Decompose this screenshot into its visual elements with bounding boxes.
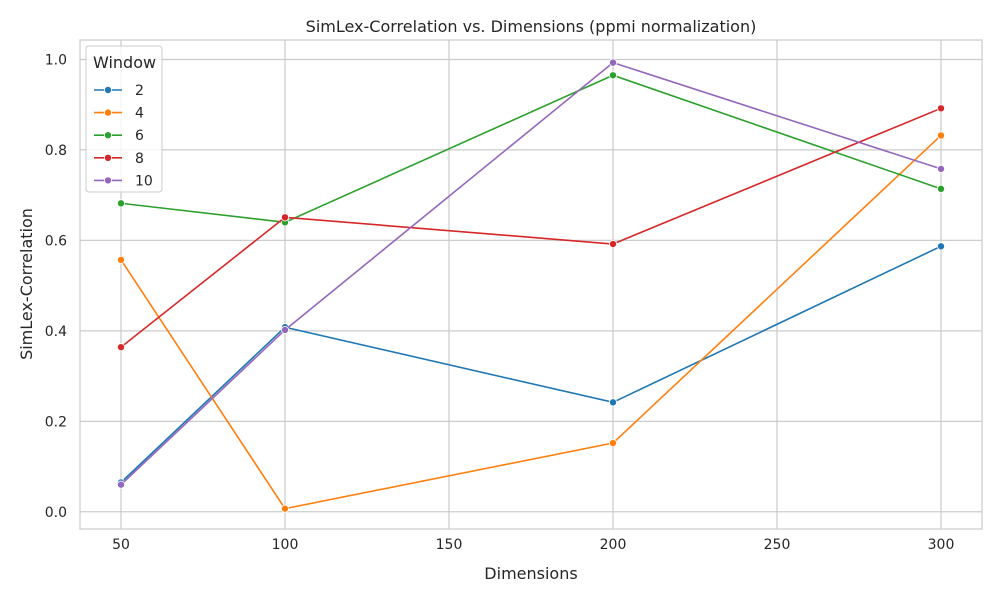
data-point <box>937 184 946 193</box>
legend-marker <box>104 176 113 185</box>
legend-item-2: 2 <box>94 83 144 99</box>
data-point <box>609 58 618 67</box>
data-point <box>937 242 946 251</box>
x-axis-ticks: 50 100 150 200 250 300 <box>112 537 954 553</box>
x-tick-label: 100 <box>272 537 299 553</box>
data-point <box>937 104 946 113</box>
x-tick-label: 50 <box>112 537 130 553</box>
series-line-6 <box>120 74 942 224</box>
x-tick-label: 200 <box>600 537 627 553</box>
legend-marker <box>104 108 113 117</box>
legend-item-8: 8 <box>94 151 144 167</box>
legend-label: 6 <box>135 128 144 144</box>
series-line-2 <box>120 245 942 483</box>
y-tick-label: 0.2 <box>45 414 67 430</box>
x-tick-label: 150 <box>436 537 463 553</box>
plot-area <box>79 39 983 530</box>
data-point <box>609 71 618 80</box>
series-6 <box>117 71 946 227</box>
y-tick-label: 0.6 <box>45 233 67 249</box>
x-tick-label: 250 <box>764 537 791 553</box>
series-line-8 <box>120 107 942 348</box>
legend-label: 2 <box>135 83 144 99</box>
y-tick-label: 0.8 <box>45 143 67 159</box>
data-point <box>117 480 126 489</box>
legend-label: 10 <box>135 173 153 189</box>
data-point <box>117 343 126 352</box>
legend-marker <box>104 131 113 140</box>
series-line-4 <box>120 134 942 510</box>
data-point <box>609 439 618 448</box>
x-axis-label: Dimensions <box>484 564 577 583</box>
y-axis-label: SimLex-Correlation <box>17 208 36 360</box>
legend-item-10: 10 <box>94 173 153 189</box>
grid-lines <box>80 40 982 529</box>
series-line-10 <box>120 61 942 486</box>
data-point <box>609 240 618 249</box>
legend-marker <box>104 153 113 162</box>
chart-title: SimLex-Correlation vs. Dimensions (ppmi … <box>306 17 757 36</box>
series-4 <box>117 131 946 513</box>
data-point <box>117 255 126 264</box>
legend-label: 8 <box>135 151 144 167</box>
y-tick-label: 1.0 <box>45 52 67 68</box>
legend-label: 4 <box>135 106 144 122</box>
legend-item-4: 4 <box>94 106 144 122</box>
data-point <box>609 398 618 407</box>
data-point <box>117 199 126 208</box>
data-point <box>280 325 289 334</box>
data-point <box>280 213 289 222</box>
legend-title: Window <box>93 53 156 72</box>
series-8 <box>117 104 946 352</box>
legend-marker <box>104 86 113 95</box>
data-point <box>937 131 946 140</box>
y-tick-label: 0.4 <box>45 324 67 340</box>
y-axis-ticks: 0.0 0.2 0.4 0.6 0.8 1.0 <box>45 52 67 520</box>
series-10 <box>117 58 946 489</box>
x-tick-label: 300 <box>928 537 955 553</box>
series-group <box>117 58 946 513</box>
legend-items: 2 4 6 8 10 <box>94 83 153 189</box>
legend-item-6: 6 <box>94 128 144 144</box>
legend: Window 2 4 6 8 10 <box>85 45 163 193</box>
data-point <box>280 504 289 513</box>
data-point <box>937 164 946 173</box>
y-tick-label: 0.0 <box>45 505 67 521</box>
